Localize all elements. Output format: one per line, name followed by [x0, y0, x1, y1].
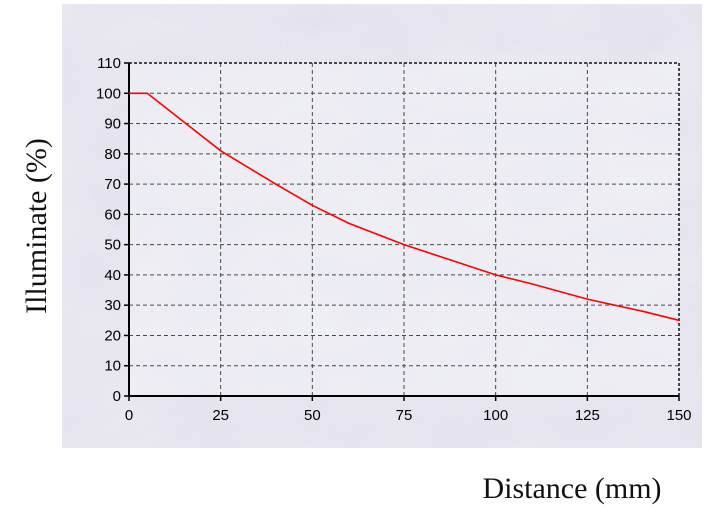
x-axis-title: Distance (mm)	[482, 472, 661, 505]
y-tick-label-90: 90	[104, 116, 121, 133]
tick-marks	[124, 62, 680, 401]
y-tick-label-80: 80	[104, 146, 121, 163]
y-tick-label-10: 10	[104, 358, 121, 375]
y-tick-label-110: 110	[97, 55, 121, 72]
y-axis-title: Illuminate (%)	[20, 138, 53, 314]
y-tick-label-40: 40	[104, 267, 121, 284]
x-tick-label-125: 125	[575, 407, 600, 424]
y-tick-label-60: 60	[104, 206, 121, 223]
y-tick-label-0: 0	[113, 388, 121, 405]
x-tick-label-150: 150	[666, 407, 691, 424]
x-tick-label-100: 100	[483, 407, 508, 424]
series-line-1	[129, 92, 680, 322]
series-group	[129, 92, 680, 322]
x-tick-label-50: 50	[304, 407, 321, 424]
tick-labels: 0 25 50 75 100 125 150 0 10 20 30 40 50 60 70 80 90 100 11…	[96, 55, 692, 424]
y-tick-label-50: 50	[104, 237, 121, 254]
x-tick-label-0: 0	[125, 407, 133, 424]
plot-area	[129, 63, 679, 397]
y-tick-label-100: 100	[96, 85, 121, 102]
y-tick-label-20: 20	[104, 327, 121, 344]
x-tick-label-75: 75	[396, 407, 413, 424]
y-tick-label-30: 30	[104, 297, 121, 314]
y-tick-label-70: 70	[104, 176, 121, 193]
x-tick-label-25: 25	[212, 407, 229, 424]
